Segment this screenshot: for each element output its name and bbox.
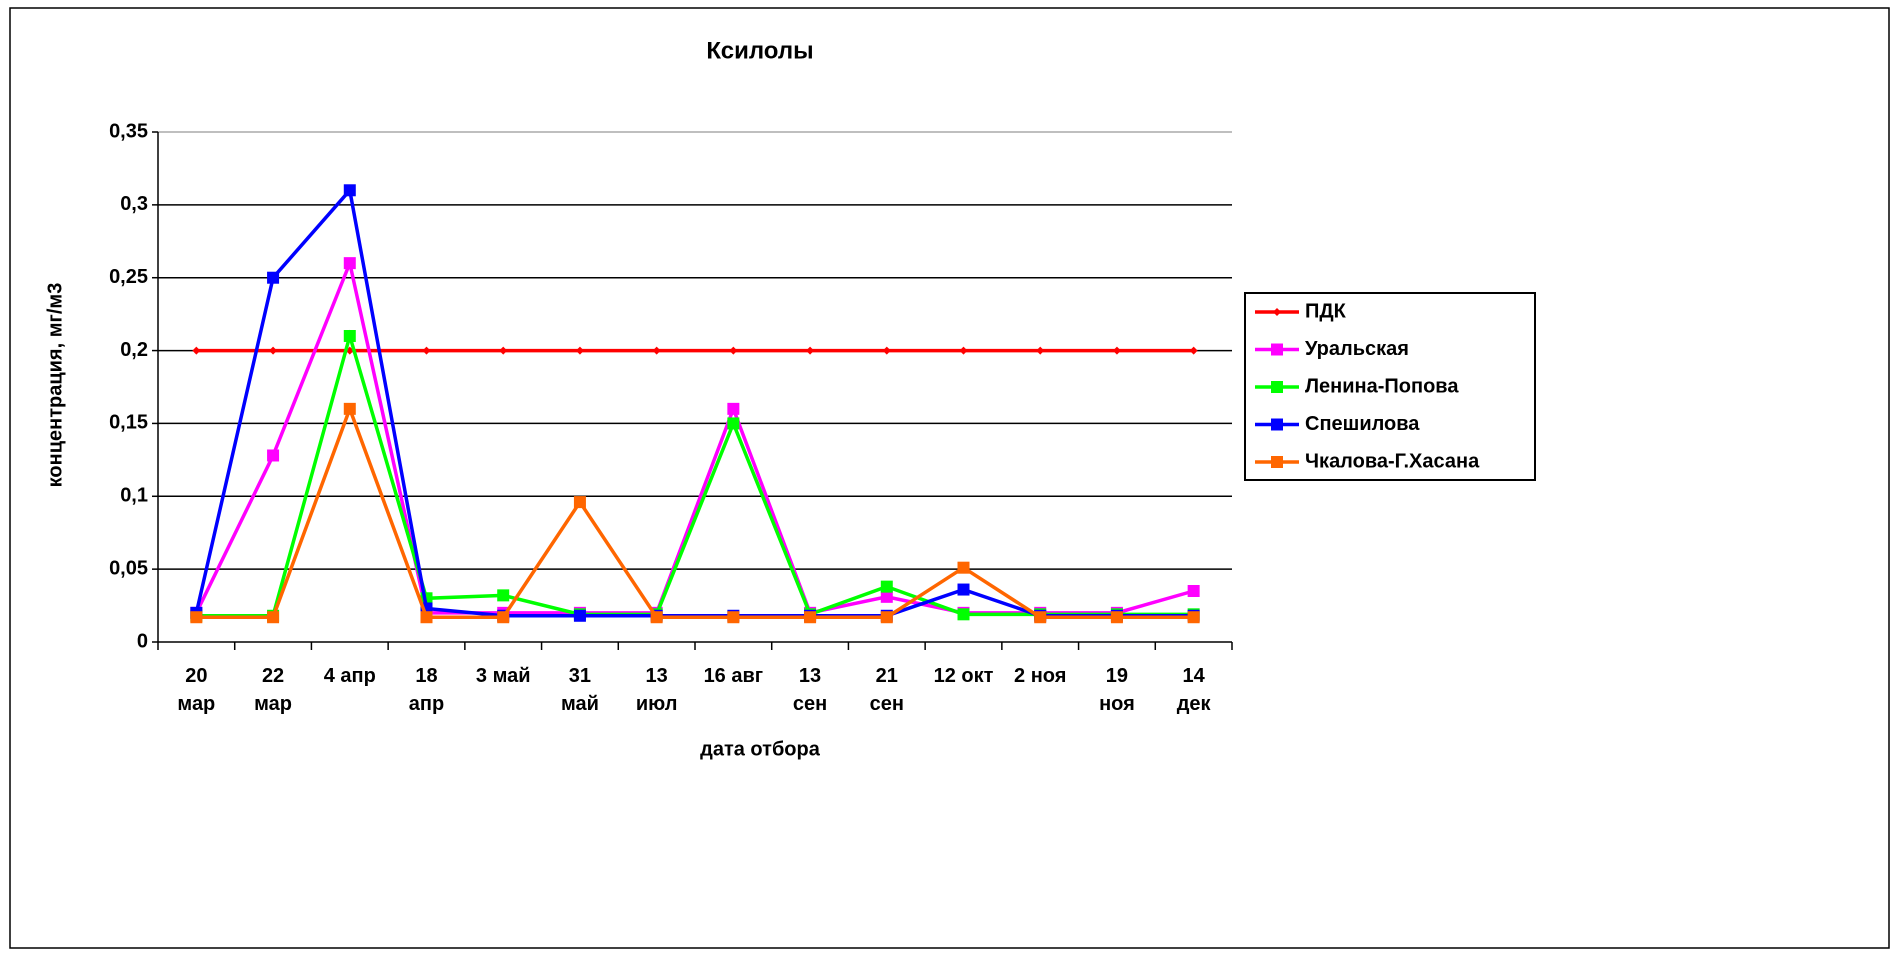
marker [269,346,278,355]
marker [343,402,356,415]
series-line [196,403,1194,619]
legend-marker [1271,418,1283,431]
y-tick-label: 0,2 [120,339,148,361]
y-axis-label: концентрация, мг/м3 [44,283,66,488]
legend-marker [1273,308,1281,316]
marker [497,589,510,602]
x-tick-label: 16 авг [703,665,764,687]
marker [804,611,817,624]
x-tick-label: 20 мар [177,665,216,715]
marker [343,257,356,270]
marker [652,346,661,355]
marker [650,611,663,624]
marker [880,590,893,603]
marker [957,561,970,574]
y-tick-label: 0,25 [109,266,148,288]
legend-label: Уральская [1305,338,1409,360]
legend-marker [1271,456,1283,468]
marker [1034,611,1047,624]
marker [729,346,738,355]
legend-label: Чкалова-Г.Хасана [1305,450,1480,472]
marker [497,611,510,624]
marker [267,449,280,462]
marker [957,608,970,621]
x-tick-label: 13 июл [635,665,678,715]
y-tick-label: 0,3 [120,193,148,215]
marker [1187,611,1200,624]
legend-marker [1271,343,1283,356]
x-tick-label: 2 ноя [1014,665,1067,687]
legend-marker [1271,381,1283,393]
x-tick-label: 12 окт [933,665,994,687]
marker [267,611,280,624]
y-tick-label: 0,05 [109,557,148,579]
marker [573,496,586,509]
marker [343,330,356,342]
x-tick-label: 19 ноя [1099,665,1135,715]
chart-title: Ксилолы [706,37,813,64]
marker [957,583,970,596]
marker [880,580,893,593]
marker [959,346,968,355]
marker [422,346,431,355]
marker [1110,611,1123,624]
marker [573,609,586,622]
legend-label: Ленина-Попова [1305,375,1459,397]
y-tick-label: 0,1 [120,485,148,507]
y-tick-label: 0,15 [109,412,148,434]
legend-label: ПДК [1305,300,1347,322]
series-line [196,329,1194,618]
marker [343,184,356,197]
marker [575,346,584,355]
marker [499,346,508,355]
marker [727,417,740,430]
marker [192,346,201,355]
y-tick-label: 0,35 [109,120,148,142]
marker [190,611,203,624]
x-tick-label: 3 май [475,665,531,687]
marker [1112,346,1121,355]
marker [806,346,815,355]
x-tick-label: 31 май [560,665,599,715]
x-tick-label: 18 апр [408,665,445,715]
x-tick-label: 21 сен [869,665,904,715]
marker [420,611,433,624]
legend-label: Спешилова [1305,413,1420,435]
chart-border [9,7,1890,949]
marker [1187,585,1200,597]
marker [727,402,740,415]
marker [267,271,280,284]
y-tick-label: 0 [137,630,148,652]
x-axis-label: дата отбора [700,738,821,760]
marker [1036,346,1045,355]
x-tick-label: 4 апр [323,665,376,687]
x-tick-label: 13 сен [792,665,828,715]
marker [727,611,740,624]
marker [880,611,893,624]
x-tick-label: 22 мар [254,665,292,715]
marker [882,346,891,355]
marker [1189,346,1198,355]
x-tick-label: 14 дек [1176,665,1211,715]
